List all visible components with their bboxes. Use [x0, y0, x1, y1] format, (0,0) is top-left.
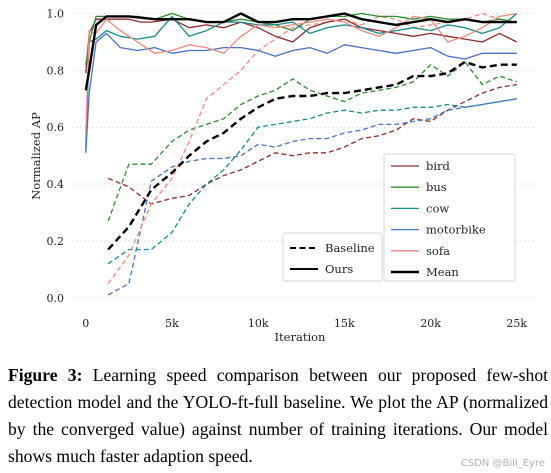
- x-tick-label: 5k: [165, 317, 179, 330]
- y-tick-label: 0.4: [47, 178, 65, 191]
- x-tick-label: 20k: [420, 317, 441, 330]
- x-tick-label: 25k: [506, 317, 527, 330]
- legend-label-baseline: Baseline: [325, 241, 375, 255]
- series-line-ours-motorbike: [85, 32, 517, 153]
- caption-text: Learning speed comparison between our pr…: [8, 365, 548, 466]
- y-tick-label: 0.8: [47, 64, 65, 77]
- series-line-ours-mean: [84, 12, 517, 91]
- y-tick-label: 0.0: [47, 292, 65, 305]
- y-axis-title: Normalized AP: [29, 112, 43, 200]
- figure-caption: Figure 3: Learning speed comparison betw…: [8, 362, 548, 470]
- y-tick-label: 0.6: [47, 121, 65, 134]
- legend-label-ours: Ours: [325, 262, 353, 276]
- legend-label-sofa: sofa: [426, 244, 450, 258]
- legend-label-mean: Mean: [426, 265, 459, 279]
- series-lines: [84, 12, 518, 296]
- chart: 0.0 0.2 0.4 0.6 0.8 1.0 0 5k 10k 15k 20k 25k Baseli…: [29, 8, 534, 344]
- legend-label-cow: cow: [426, 201, 449, 215]
- x-tick-label: 15k: [334, 317, 355, 330]
- x-tick-label: 10k: [248, 317, 269, 330]
- series-line-ours-bird: [85, 18, 518, 74]
- series-line-ours-cow: [85, 12, 518, 151]
- legend-label-bird: bird: [426, 159, 451, 173]
- series-line-baseline-motorbike: [107, 98, 517, 296]
- series-line-baseline-mean: [107, 60, 517, 251]
- series-line-ours-sofa: [85, 12, 517, 133]
- legend: Baseline Ours bird bus cow motorbike sofa Mean: [282, 153, 516, 282]
- x-axis-title: Iteration: [275, 330, 327, 344]
- axes: 0.0 0.2 0.4 0.6 0.8 1.0 0 5k 10k 15k 20k 25k: [47, 8, 528, 330]
- figure-label: Figure 3:: [8, 365, 83, 385]
- x-tick-label: 0: [82, 317, 89, 330]
- y-tick-label: 0.2: [47, 235, 65, 248]
- legend-box-class: [383, 153, 516, 282]
- legend-label-motorbike: motorbike: [426, 223, 486, 237]
- series-line-baseline-bus: [107, 61, 518, 222]
- series-line-baseline-cow: [107, 98, 517, 265]
- watermark-text: CSDN @Bill_Eyre: [460, 458, 545, 469]
- y-tick-label: 1.0: [47, 8, 65, 21]
- legend-label-bus: bus: [426, 180, 447, 194]
